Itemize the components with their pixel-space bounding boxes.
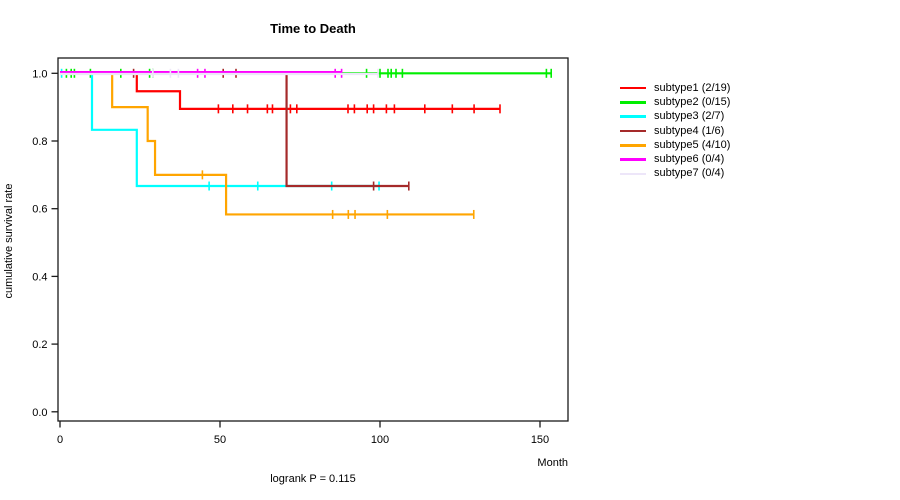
x-tick-label: 150 — [531, 434, 549, 446]
curve-subtype1 — [60, 72, 500, 110]
x-axis-label: Month — [537, 457, 568, 469]
legend-swatch — [620, 172, 646, 176]
legend-swatch — [620, 129, 646, 133]
y-tick-label: 1.0 — [32, 68, 47, 80]
legend-label: subtype5 (4/10) — [654, 138, 731, 151]
legend-swatch — [620, 86, 646, 90]
y-axis-ticks: 0.0 0.2 0.4 0.6 0.8 1.0 — [32, 68, 58, 419]
x-tick-label: 50 — [214, 434, 226, 446]
series-subtype3 — [60, 68, 380, 191]
series-subtype5 — [60, 72, 475, 219]
y-tick-label: 0.0 — [32, 407, 47, 419]
x-tick-label: 0 — [57, 434, 63, 446]
plot-border — [57, 57, 569, 422]
legend-swatch — [620, 158, 646, 161]
y-tick-label: 0.6 — [32, 204, 47, 216]
legend-item-subtype4: subtype4 (1/6) — [620, 124, 730, 138]
legend-label: subtype2 (0/15) — [654, 95, 731, 108]
legend-item-subtype3: subtype3 (2/7) — [620, 110, 730, 124]
chart-title: Time to Death — [270, 21, 356, 36]
legend-swatch — [620, 144, 646, 147]
y-tick-label: 0.4 — [32, 271, 47, 283]
legend: subtype1 (2/19) subtype2 (0/15) subtype3 (… — [620, 81, 730, 181]
curve-subtype5 — [60, 72, 474, 216]
x-tick-label: 100 — [371, 434, 389, 446]
legend-item-subtype1: subtype1 (2/19) — [620, 81, 730, 95]
legend-label: subtype6 (0/4) — [654, 153, 725, 166]
legend-item-subtype6: subtype6 (0/4) — [620, 152, 730, 166]
x-axis-ticks: 0 50 100 150 — [57, 421, 549, 446]
legend-item-subtype7: subtype7 (0/4) — [620, 167, 730, 181]
y-tick-label: 0.8 — [32, 136, 47, 148]
legend-label: subtype3 (2/7) — [654, 110, 725, 123]
legend-label: subtype4 (1/6) — [654, 124, 725, 137]
curve-subtype3 — [60, 72, 380, 188]
legend-swatch — [620, 115, 646, 119]
legend-label: subtype1 (2/19) — [654, 81, 731, 94]
legend-item-subtype2: subtype2 (0/15) — [620, 95, 730, 109]
legend-label: subtype7 (0/4) — [654, 167, 725, 180]
logrank-p-value: logrank P = 0.115 — [270, 473, 356, 485]
y-tick-label: 0.2 — [32, 339, 47, 351]
legend-item-subtype5: subtype5 (4/10) — [620, 138, 730, 152]
series-subtype7 — [60, 68, 379, 78]
legend-swatch — [620, 101, 646, 104]
